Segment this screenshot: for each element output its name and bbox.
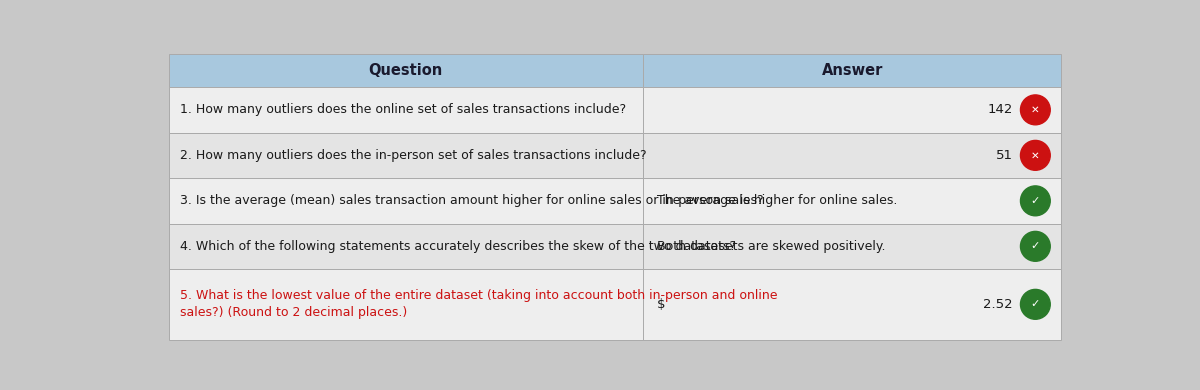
Text: The average is higher for online sales.: The average is higher for online sales. [656, 194, 898, 207]
Text: Question: Question [368, 63, 443, 78]
Bar [168, 54, 643, 87]
Ellipse shape [1020, 231, 1050, 261]
Text: $: $ [656, 298, 665, 311]
Text: 2.52: 2.52 [984, 298, 1013, 311]
Bar [643, 87, 1062, 133]
Text: 3. Is the average (mean) sales transaction amount higher for online sales or in-: 3. Is the average (mean) sales transacti… [180, 194, 763, 207]
Text: 4. Which of the following statements accurately describes the skew of the two da: 4. Which of the following statements acc… [180, 240, 736, 253]
Bar [643, 223, 1062, 269]
Text: ✕: ✕ [1031, 105, 1039, 115]
Text: ✓: ✓ [1031, 241, 1040, 251]
Bar [643, 269, 1062, 340]
Ellipse shape [1020, 95, 1050, 125]
Bar [168, 223, 643, 269]
Bar [643, 178, 1062, 223]
Text: ✓: ✓ [1031, 300, 1040, 309]
Ellipse shape [1020, 289, 1050, 319]
Text: 51: 51 [996, 149, 1013, 162]
Ellipse shape [1020, 140, 1050, 170]
Text: Answer: Answer [822, 63, 883, 78]
Ellipse shape [1020, 186, 1050, 216]
Text: 142: 142 [988, 103, 1013, 116]
Text: 1. How many outliers does the online set of sales transactions include?: 1. How many outliers does the online set… [180, 103, 626, 116]
Text: 2. How many outliers does the in-person set of sales transactions include?: 2. How many outliers does the in-person … [180, 149, 647, 162]
Text: ✕: ✕ [1031, 151, 1039, 160]
Bar [643, 54, 1062, 87]
Bar [168, 87, 643, 133]
Text: ✓: ✓ [1031, 196, 1040, 206]
Bar [168, 178, 643, 223]
Bar [643, 133, 1062, 178]
Text: 5. What is the lowest value of the entire dataset (taking into account both in-p: 5. What is the lowest value of the entir… [180, 289, 778, 319]
Text: Both datasets are skewed positively.: Both datasets are skewed positively. [656, 240, 886, 253]
Bar [168, 269, 643, 340]
Bar [168, 133, 643, 178]
